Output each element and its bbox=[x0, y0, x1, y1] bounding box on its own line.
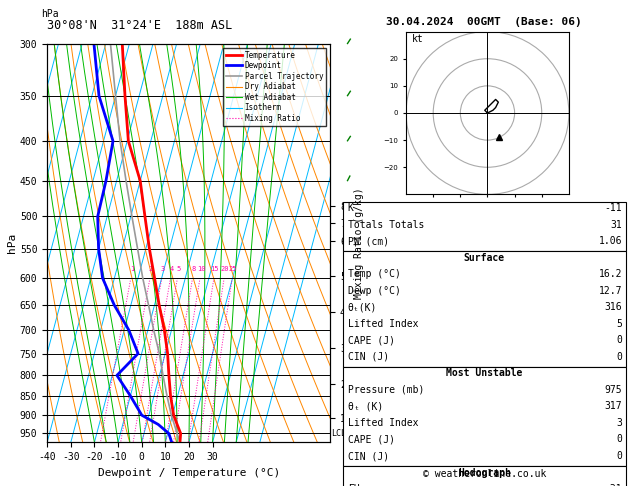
Text: 1.06: 1.06 bbox=[599, 236, 622, 246]
Text: 0: 0 bbox=[616, 335, 622, 346]
Text: Lifted Index: Lifted Index bbox=[348, 319, 418, 329]
Text: 0: 0 bbox=[616, 451, 622, 461]
Text: Lifted Index: Lifted Index bbox=[348, 418, 418, 428]
Text: K: K bbox=[348, 203, 353, 213]
Text: EH: EH bbox=[348, 484, 360, 486]
Text: 5: 5 bbox=[616, 319, 622, 329]
Text: 0: 0 bbox=[616, 352, 622, 362]
Text: © weatheronline.co.uk: © weatheronline.co.uk bbox=[423, 469, 546, 479]
Text: 316: 316 bbox=[604, 302, 622, 312]
Text: Totals Totals: Totals Totals bbox=[348, 220, 424, 230]
Text: θₜ (K): θₜ (K) bbox=[348, 401, 383, 412]
Text: 4: 4 bbox=[169, 266, 174, 273]
Text: Temp (°C): Temp (°C) bbox=[348, 269, 401, 279]
Text: 30.04.2024  00GMT  (Base: 06): 30.04.2024 00GMT (Base: 06) bbox=[386, 17, 582, 27]
Text: CAPE (J): CAPE (J) bbox=[348, 335, 395, 346]
Text: 975: 975 bbox=[604, 385, 622, 395]
Legend: Temperature, Dewpoint, Parcel Trajectory, Dry Adiabat, Wet Adiabat, Isotherm, Mi: Temperature, Dewpoint, Parcel Trajectory… bbox=[223, 48, 326, 126]
Text: Mixing Ratio (g/kg): Mixing Ratio (g/kg) bbox=[353, 187, 364, 299]
Text: 0: 0 bbox=[616, 434, 622, 445]
Text: CIN (J): CIN (J) bbox=[348, 451, 389, 461]
Text: 30°08'N  31°24'E  188m ASL: 30°08'N 31°24'E 188m ASL bbox=[47, 18, 233, 32]
Text: 16.2: 16.2 bbox=[599, 269, 622, 279]
Text: PW (cm): PW (cm) bbox=[348, 236, 389, 246]
Text: 8: 8 bbox=[191, 266, 196, 273]
Text: LCL: LCL bbox=[331, 429, 347, 438]
Text: 10: 10 bbox=[197, 266, 205, 273]
Y-axis label: hPa: hPa bbox=[7, 233, 17, 253]
Text: kt: kt bbox=[411, 35, 423, 44]
Text: Hodograph: Hodograph bbox=[458, 468, 511, 478]
Text: 15: 15 bbox=[211, 266, 219, 273]
Text: 1: 1 bbox=[130, 266, 134, 273]
Text: CAPE (J): CAPE (J) bbox=[348, 434, 395, 445]
Text: 20: 20 bbox=[221, 266, 230, 273]
Text: 25: 25 bbox=[229, 266, 237, 273]
Text: 12.7: 12.7 bbox=[599, 286, 622, 296]
Text: 31: 31 bbox=[610, 220, 622, 230]
Text: 3: 3 bbox=[160, 266, 165, 273]
Text: θₜ(K): θₜ(K) bbox=[348, 302, 377, 312]
Text: Pressure (mb): Pressure (mb) bbox=[348, 385, 424, 395]
Text: Surface: Surface bbox=[464, 253, 505, 263]
Text: Dewp (°C): Dewp (°C) bbox=[348, 286, 401, 296]
Text: Most Unstable: Most Unstable bbox=[446, 368, 523, 379]
Text: CIN (J): CIN (J) bbox=[348, 352, 389, 362]
Text: 5: 5 bbox=[176, 266, 181, 273]
Text: -11: -11 bbox=[604, 203, 622, 213]
Text: hPa: hPa bbox=[41, 9, 58, 19]
X-axis label: Dewpoint / Temperature (°C): Dewpoint / Temperature (°C) bbox=[97, 468, 280, 478]
Text: 2: 2 bbox=[149, 266, 153, 273]
Text: 3: 3 bbox=[616, 418, 622, 428]
Y-axis label: km
ASL: km ASL bbox=[357, 243, 374, 264]
Text: 317: 317 bbox=[604, 401, 622, 412]
Text: -31: -31 bbox=[604, 484, 622, 486]
